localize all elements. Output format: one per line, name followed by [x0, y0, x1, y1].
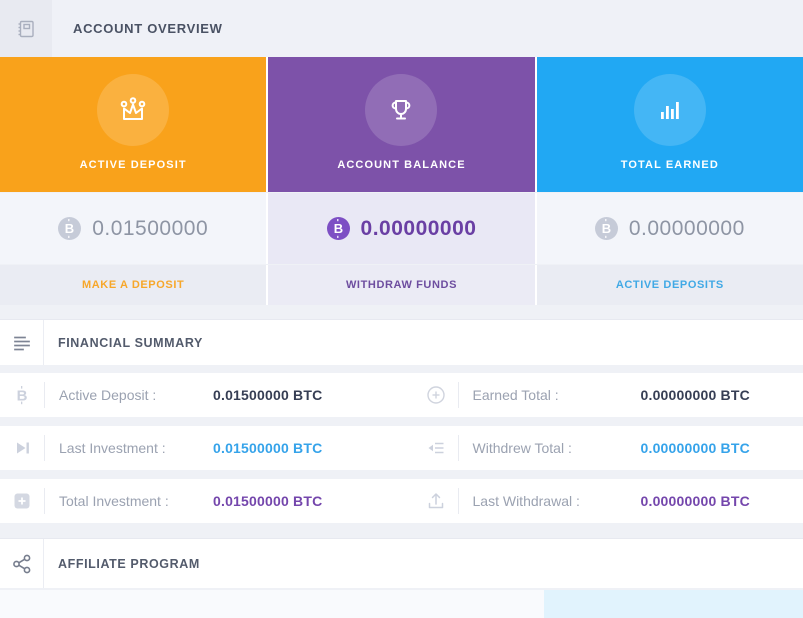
- fs-iconbox: [414, 384, 458, 406]
- divider: [458, 382, 459, 408]
- list-icon: [11, 332, 33, 354]
- fs-label: Last Investment :: [59, 440, 213, 456]
- stat-cards: ACTIVE DEPOSIT ACCOUNT BALANCE: [0, 57, 803, 192]
- card-icon-circle: [365, 74, 437, 146]
- bottom-strip-left: [0, 590, 544, 618]
- account-balance-amount: B 0.00000000: [268, 193, 534, 264]
- actions-row: MAKE A DEPOSIT WITHDRAW FUNDS ACTIVE DEP…: [0, 265, 803, 305]
- topbar: ACCOUNT OVERVIEW: [0, 0, 803, 57]
- crown-icon: [115, 92, 151, 128]
- total-earned-amount: B 0.00000000: [537, 193, 803, 264]
- card-icon-circle: [97, 74, 169, 146]
- card-label: ACCOUNT BALANCE: [337, 159, 465, 171]
- section-iconbox: [0, 320, 44, 365]
- bottom-strip: [0, 590, 803, 618]
- card-account-balance: ACCOUNT BALANCE: [268, 57, 534, 192]
- amount-value: 0.01500000: [92, 217, 208, 241]
- make-deposit-link[interactable]: MAKE A DEPOSIT: [0, 265, 266, 305]
- fs-iconbox: B: [0, 384, 44, 406]
- divider: [44, 382, 45, 408]
- fs-label: Last Withdrawal :: [473, 493, 641, 509]
- outdent-icon: [425, 437, 447, 459]
- amount-value: 0.00000000: [629, 217, 745, 241]
- affiliate-program-header: AFFILIATE PROGRAM: [0, 538, 803, 588]
- skip-end-icon: [11, 437, 33, 459]
- notebook-icon: [15, 18, 37, 40]
- active-deposits-link[interactable]: ACTIVE DEPOSITS: [537, 265, 803, 305]
- card-active-deposit: ACTIVE DEPOSIT: [0, 57, 266, 192]
- fs-label: Earned Total :: [473, 387, 641, 403]
- divider: [458, 488, 459, 514]
- card-label: TOTAL EARNED: [621, 159, 719, 171]
- topbar-icon-button[interactable]: [0, 0, 52, 57]
- circle-plus-icon: [425, 384, 447, 406]
- fs-item-withdrew-total: Withdrew Total : 0.00000000 BTC: [402, 426, 803, 470]
- svg-text:B: B: [333, 221, 342, 236]
- fs-label: Withdrew Total :: [473, 440, 641, 456]
- bitcoin-icon: B: [58, 217, 81, 240]
- fs-iconbox: [414, 490, 458, 512]
- trophy-icon: [383, 92, 419, 128]
- fs-item-last-withdrawal: Last Withdrawal : 0.00000000 BTC: [402, 479, 803, 523]
- amount-value: 0.00000000: [361, 217, 477, 241]
- fs-iconbox: [0, 437, 44, 459]
- fs-value: 0.01500000 BTC: [213, 440, 322, 456]
- amounts-row: B 0.01500000 B 0.00000000 B 0.00000000: [0, 193, 803, 264]
- section-iconbox: [0, 539, 44, 588]
- active-deposit-amount: B 0.01500000: [0, 193, 266, 264]
- fs-row-1: B Active Deposit : 0.01500000 BTC Earned…: [0, 373, 803, 417]
- card-label: ACTIVE DEPOSIT: [80, 159, 187, 171]
- fs-item-last-investment: Last Investment : 0.01500000 BTC: [0, 426, 402, 470]
- stats-section: ACTIVE DEPOSIT ACCOUNT BALANCE: [0, 57, 803, 305]
- fs-row-2: Last Investment : 0.01500000 BTC Withdre…: [0, 426, 803, 470]
- fs-item-total-investment: Total Investment : 0.01500000 BTC: [0, 479, 402, 523]
- fs-value: 0.01500000 BTC: [213, 387, 322, 403]
- bottom-strip-right: [544, 590, 803, 618]
- fs-label: Total Investment :: [59, 493, 213, 509]
- fs-value: 0.01500000 BTC: [213, 493, 322, 509]
- withdraw-funds-link[interactable]: WITHDRAW FUNDS: [268, 265, 534, 305]
- divider: [44, 488, 45, 514]
- svg-text:B: B: [65, 221, 74, 236]
- section-title: AFFILIATE PROGRAM: [58, 557, 200, 571]
- page-title: ACCOUNT OVERVIEW: [73, 21, 223, 36]
- fs-label: Active Deposit :: [59, 387, 213, 403]
- svg-text:B: B: [602, 221, 611, 236]
- fs-value: 0.00000000 BTC: [641, 493, 750, 509]
- share-icon: [11, 553, 33, 575]
- square-plus-icon: [11, 490, 33, 512]
- fs-item-earned-total: Earned Total : 0.00000000 BTC: [402, 373, 803, 417]
- bar-chart-icon: [652, 92, 688, 128]
- fs-iconbox: [414, 437, 458, 459]
- financial-summary-header: FINANCIAL SUMMARY: [0, 319, 803, 365]
- card-total-earned: TOTAL EARNED: [537, 57, 803, 192]
- fs-value: 0.00000000 BTC: [641, 440, 750, 456]
- bitcoin-outline-icon: B: [11, 384, 33, 406]
- fs-iconbox: [0, 490, 44, 512]
- section-title: FINANCIAL SUMMARY: [58, 336, 203, 350]
- upload-icon: [425, 490, 447, 512]
- fs-row-3: Total Investment : 0.01500000 BTC Last W…: [0, 479, 803, 523]
- fs-value: 0.00000000 BTC: [641, 387, 750, 403]
- bitcoin-icon: B: [327, 217, 350, 240]
- divider: [458, 435, 459, 461]
- divider: [44, 435, 45, 461]
- card-icon-circle: [634, 74, 706, 146]
- bitcoin-icon: B: [595, 217, 618, 240]
- fs-item-active-deposit: B Active Deposit : 0.01500000 BTC: [0, 373, 402, 417]
